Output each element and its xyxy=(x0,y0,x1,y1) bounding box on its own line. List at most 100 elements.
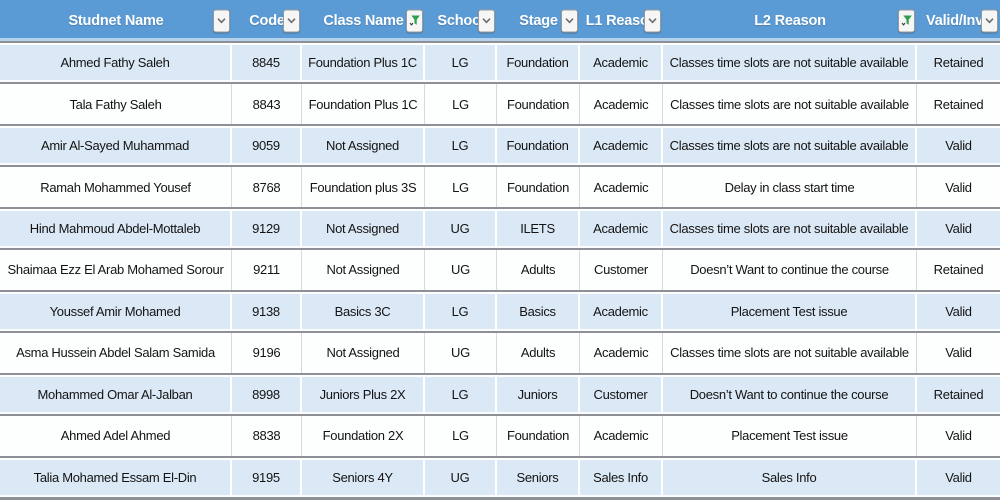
cell-stage[interactable]: Seniors xyxy=(497,457,580,497)
cell-l1-reason[interactable]: Academic xyxy=(580,84,663,124)
cell-student-name[interactable]: Shaimaa Ezz El Arab Mohamed Sorour xyxy=(0,250,232,290)
cell-valid-invalid[interactable]: Retained xyxy=(933,386,984,402)
cell-student-name[interactable]: Talia Mohamed Essam El-Din xyxy=(0,457,232,497)
cell-l2-reason[interactable]: Classes time slots are not suitable avai… xyxy=(663,84,917,124)
cell-student-name[interactable]: Tala Fathy Saleh xyxy=(0,84,232,124)
cell-stage[interactable]: Foundation xyxy=(497,125,580,166)
table-row[interactable]: Ahmed Fathy Saleh 8845 Foundation Plus 1… xyxy=(0,41,1000,83)
table-row[interactable]: Amir Al-Sayed Muhammad 9059 Not Assigned… xyxy=(0,123,1000,166)
filter-dropdown-button[interactable] xyxy=(644,9,661,32)
table-row[interactable]: Talia Mohamed Essam El-Din 9195 Seniors … xyxy=(0,455,1000,497)
cell-code[interactable]: 9211 xyxy=(232,250,302,290)
cell-code[interactable]: 8768 xyxy=(232,167,302,207)
cell-school[interactable]: LG xyxy=(425,416,497,456)
table-row[interactable]: Shaimaa Ezz El Arab Mohamed Sorour 9211 … xyxy=(0,248,1000,290)
table-row[interactable]: Ahmed Adel Ahmed 8838 Foundation 2X LG F… xyxy=(0,414,1000,456)
cell-class-name[interactable]: Seniors 4Y xyxy=(302,457,425,497)
table-row[interactable]: Tala Fathy Saleh 8843 Foundation Plus 1C… xyxy=(0,82,1000,124)
cell-class-name[interactable]: Juniors Plus 2X xyxy=(302,374,425,415)
cell-class-name[interactable]: Not Assigned xyxy=(302,333,425,373)
cell-l2-reason[interactable]: Sales Info xyxy=(663,457,917,497)
cell-l2-reason[interactable]: Doesn’t Want to continue the course xyxy=(663,374,917,415)
cell-school[interactable]: UG xyxy=(425,457,497,497)
cell-l1-reason[interactable]: Sales Info xyxy=(580,457,663,497)
cell-stage[interactable]: Foundation xyxy=(497,84,580,124)
filter-dropdown-button[interactable] xyxy=(981,9,998,32)
cell-code[interactable]: 8998 xyxy=(232,374,302,415)
cell-l1-reason[interactable]: Customer xyxy=(580,374,663,415)
cell-class-name[interactable]: Basics 3C xyxy=(302,291,425,332)
cell-school[interactable]: LG xyxy=(425,84,497,124)
cell-code[interactable]: 8843 xyxy=(232,84,302,124)
cell-code[interactable]: 9129 xyxy=(232,208,302,249)
cell-valid-invalid[interactable]: Retained xyxy=(933,262,984,278)
cell-class-name[interactable]: Foundation Plus 1C xyxy=(302,43,425,83)
table-row[interactable]: Ramah Mohammed Yousef 8768 Foundation pl… xyxy=(0,165,1000,207)
cell-stage[interactable]: Basics xyxy=(497,291,580,332)
cell-stage[interactable]: Adults xyxy=(497,250,580,290)
cell-code[interactable]: 9138 xyxy=(232,291,302,332)
cell-valid-invalid[interactable]: Valid xyxy=(945,469,972,485)
cell-l1-reason[interactable]: Academic xyxy=(580,125,663,166)
cell-class-name[interactable]: Not Assigned xyxy=(302,208,425,249)
filter-dropdown-button[interactable] xyxy=(478,9,495,32)
cell-school[interactable]: UG xyxy=(425,333,497,373)
cell-valid-invalid[interactable]: Retained xyxy=(933,96,984,112)
cell-l2-reason[interactable]: Classes time slots are not suitable avai… xyxy=(663,125,917,166)
cell-school[interactable]: UG xyxy=(425,208,497,249)
cell-l2-reason[interactable]: Classes time slots are not suitable avai… xyxy=(663,333,917,373)
cell-stage[interactable]: ILETS xyxy=(497,208,580,249)
filter-applied-button[interactable] xyxy=(898,9,915,32)
cell-student-name[interactable]: Youssef Amir Mohamed xyxy=(0,291,232,332)
cell-l2-reason[interactable]: Doesn’t Want to continue the course xyxy=(663,250,917,290)
cell-school[interactable]: LG xyxy=(425,291,497,332)
cell-class-name[interactable]: Foundation Plus 1C xyxy=(302,84,425,124)
cell-l1-reason[interactable]: Academic xyxy=(580,333,663,373)
cell-student-name[interactable]: Asma Hussein Abdel Salam Samida xyxy=(0,333,232,373)
cell-class-name[interactable]: Not Assigned xyxy=(302,125,425,166)
cell-valid-invalid[interactable]: Valid xyxy=(945,179,972,195)
cell-l1-reason[interactable]: Academic xyxy=(580,291,663,332)
cell-code[interactable]: 9059 xyxy=(232,125,302,166)
cell-l1-reason[interactable]: Academic xyxy=(580,167,663,207)
cell-class-name[interactable]: Foundation plus 3S xyxy=(302,167,425,207)
cell-code[interactable]: 9195 xyxy=(232,457,302,497)
cell-student-name[interactable]: Hind Mahmoud Abdel-Mottaleb xyxy=(0,208,232,249)
cell-l2-reason[interactable]: Classes time slots are not suitable avai… xyxy=(663,208,917,249)
cell-l2-reason[interactable]: Delay in class start time xyxy=(663,167,917,207)
cell-school[interactable]: UG xyxy=(425,250,497,290)
cell-student-name[interactable]: Mohammed Omar Al-Jalban xyxy=(0,374,232,415)
cell-student-name[interactable]: Ahmed Fathy Saleh xyxy=(0,43,232,83)
cell-code[interactable]: 8838 xyxy=(232,416,302,456)
cell-valid-invalid[interactable]: Retained xyxy=(933,55,984,71)
cell-student-name[interactable]: Ramah Mohammed Yousef xyxy=(0,167,232,207)
cell-l1-reason[interactable]: Academic xyxy=(580,416,663,456)
cell-valid-invalid[interactable]: Valid xyxy=(945,138,972,154)
cell-stage[interactable]: Adults xyxy=(497,333,580,373)
cell-l2-reason[interactable]: Placement Test issue xyxy=(663,416,917,456)
cell-l1-reason[interactable]: Customer xyxy=(580,250,663,290)
cell-l2-reason[interactable]: Classes time slots are not suitable avai… xyxy=(663,43,917,83)
filter-dropdown-button[interactable] xyxy=(283,9,300,32)
cell-student-name[interactable]: Amir Al-Sayed Muhammad xyxy=(0,125,232,166)
table-row[interactable]: Mohammed Omar Al-Jalban 8998 Juniors Plu… xyxy=(0,372,1000,415)
cell-code[interactable]: 9196 xyxy=(232,333,302,373)
cell-stage[interactable]: Juniors xyxy=(497,374,580,415)
cell-stage[interactable]: Foundation xyxy=(497,167,580,207)
cell-valid-invalid[interactable]: Valid xyxy=(945,303,972,319)
cell-l2-reason[interactable]: Placement Test issue xyxy=(663,291,917,332)
cell-l1-reason[interactable]: Academic xyxy=(580,208,663,249)
cell-valid-invalid[interactable]: Valid xyxy=(945,428,972,444)
cell-school[interactable]: LG xyxy=(425,374,497,415)
table-row[interactable]: Youssef Amir Mohamed 9138 Basics 3C LG B… xyxy=(0,289,1000,332)
table-row[interactable]: Asma Hussein Abdel Salam Samida 9196 Not… xyxy=(0,331,1000,373)
cell-school[interactable]: LG xyxy=(425,167,497,207)
table-row[interactable]: Hind Mahmoud Abdel-Mottaleb 9129 Not Ass… xyxy=(0,206,1000,249)
cell-school[interactable]: LG xyxy=(425,125,497,166)
filter-dropdown-button[interactable] xyxy=(561,9,578,32)
cell-code[interactable]: 8845 xyxy=(232,43,302,83)
cell-school[interactable]: LG xyxy=(425,43,497,83)
filter-applied-button[interactable] xyxy=(406,9,423,32)
cell-class-name[interactable]: Foundation 2X xyxy=(302,416,425,456)
cell-valid-invalid[interactable]: Valid xyxy=(945,221,972,237)
